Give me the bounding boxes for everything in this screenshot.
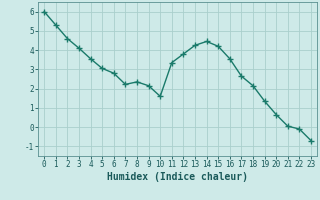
X-axis label: Humidex (Indice chaleur): Humidex (Indice chaleur) — [107, 172, 248, 182]
